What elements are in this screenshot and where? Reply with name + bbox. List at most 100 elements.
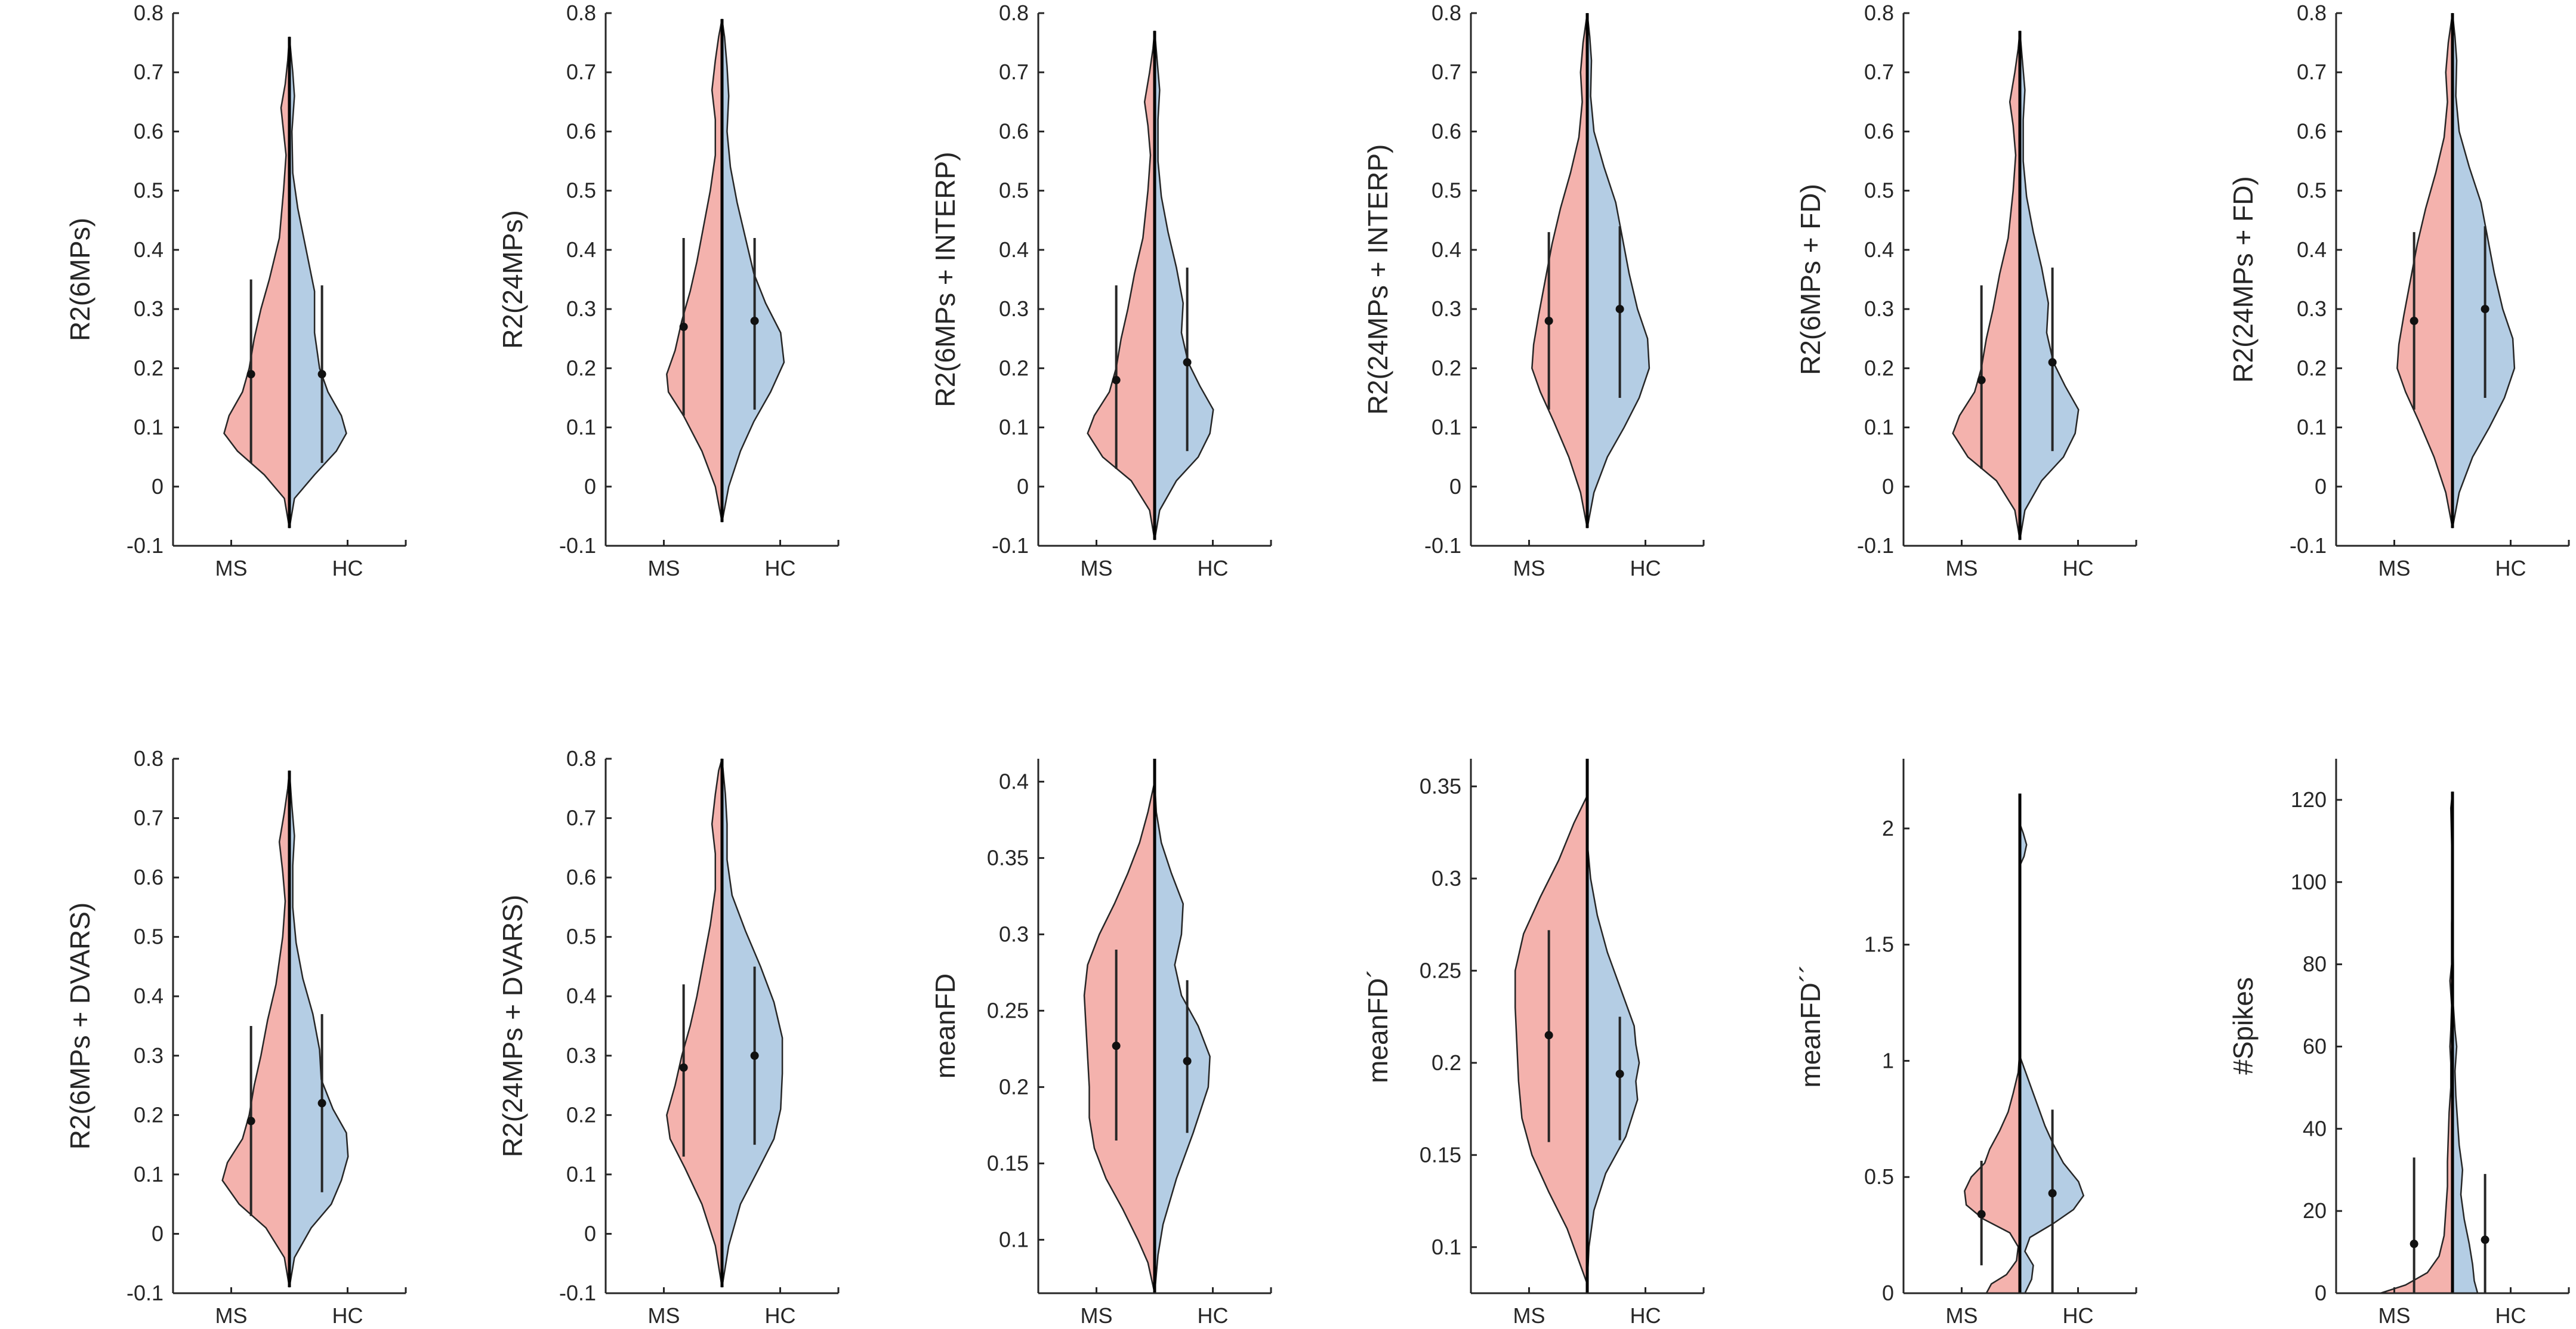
y-tick-label: 60	[2303, 1034, 2327, 1058]
y-tick-label: 0.3	[1432, 866, 1461, 891]
violin-panel-2: -0.1 0 0.1 0.2 0.3 0.4 0.5 0.6 0.7 0.8 MS HC R2(24MP…	[497, 1, 840, 580]
y-tick-label: 0.2	[566, 356, 596, 380]
y-tick-label: 0.4	[566, 984, 596, 1008]
y-tick-label: 0.1	[2297, 415, 2327, 440]
median-point-hc	[1615, 1070, 1624, 1078]
y-tick-label: 20	[2303, 1198, 2327, 1223]
y-tick-label: 0.6	[1432, 119, 1461, 143]
violin-hc-half	[2451, 792, 2479, 1294]
y-tick-label: 0.6	[134, 119, 163, 143]
x-tick-label-hc: HC	[1630, 1303, 1661, 1328]
y-tick-label: 0.5	[1864, 178, 1894, 203]
y-tick-label: 2	[1882, 816, 1894, 840]
y-tick-label: 1.5	[1864, 932, 1894, 957]
y-tick-label: 0.1	[1432, 1235, 1461, 1259]
violin-panel-4: -0.1 0 0.1 0.2 0.3 0.4 0.5 0.6 0.7 0.8 MS HC R2(24MP…	[1362, 1, 1705, 580]
y-tick-label: 0.35	[1420, 774, 1461, 798]
median-point-hc	[750, 1051, 759, 1060]
y-tick-label: -0.1	[2290, 533, 2327, 558]
y-tick-label: 0.15	[1420, 1142, 1461, 1167]
violin-ms-half	[666, 18, 723, 523]
median-point-hc	[2481, 1235, 2489, 1244]
median-point-hc	[2048, 1189, 2057, 1198]
y-tick-label: 0.3	[566, 296, 596, 321]
y-tick-label: 0.35	[987, 845, 1029, 870]
median-point-hc	[2048, 358, 2057, 367]
median-point-hc	[750, 316, 759, 325]
y-tick-label: 0.2	[2297, 356, 2327, 380]
y-tick-label: 0	[584, 1221, 596, 1245]
y-tick-label: 0.4	[134, 237, 163, 262]
median-point-hc	[317, 370, 326, 379]
y-tick-label: -0.1	[992, 533, 1029, 558]
violin-ms-half	[1964, 1049, 2021, 1294]
y-tick-label: 0.2	[566, 1102, 596, 1127]
y-tick-label: 0.6	[999, 119, 1029, 143]
y-tick-label: 0.6	[1864, 119, 1894, 143]
median-point-ms	[1112, 376, 1121, 385]
y-tick-label: 0.7	[134, 806, 163, 830]
y-tick-label: 0	[152, 1221, 163, 1245]
violin-panel-10: 0.1 0.15 0.2 0.25 0.3 0.35 MS HC meanFD´	[1362, 759, 1705, 1328]
y-axis-label: R2(24MPs + INTERP)	[1362, 144, 1393, 415]
y-tick-label: 0.25	[1420, 958, 1461, 982]
violin-ms-half	[1952, 30, 2021, 540]
median-point-hc	[1183, 358, 1192, 367]
y-tick-label: 0.1	[999, 415, 1029, 440]
y-tick-label: 0	[1449, 474, 1461, 499]
x-tick-label-hc: HC	[1198, 1303, 1229, 1328]
median-point-hc	[317, 1099, 326, 1108]
median-point-ms	[1544, 316, 1553, 325]
y-tick-label: 0.1	[999, 1227, 1029, 1251]
x-tick-label-hc: HC	[2063, 1303, 2094, 1328]
y-axis-label: meanFD´	[1362, 969, 1393, 1083]
x-tick-label-hc: HC	[765, 1303, 796, 1328]
y-tick-label: 0.15	[987, 1151, 1029, 1175]
violin-hc-half	[1153, 30, 1214, 540]
y-tick-label: 0	[1882, 474, 1894, 499]
y-tick-label: 0.4	[134, 984, 163, 1008]
x-tick-label-ms: MS	[1513, 1303, 1545, 1328]
violin-panel-8: -0.1 0 0.1 0.2 0.3 0.4 0.5 0.6 0.7 0.8 MS HC R2(24MP…	[497, 746, 840, 1328]
violin-panel-7: -0.1 0 0.1 0.2 0.3 0.4 0.5 0.6 0.7 0.8 MS HC R2(6MPs…	[64, 746, 407, 1328]
y-tick-label: 0.8	[566, 1, 596, 25]
violin-panel-5: -0.1 0 0.1 0.2 0.3 0.4 0.5 0.6 0.7 0.8 MS HC R2(6MPs…	[1795, 1, 2137, 580]
y-tick-label: 0.2	[1864, 356, 1894, 380]
violin-ms-half	[666, 758, 723, 1288]
violin-ms-half	[1514, 795, 1588, 1284]
y-tick-label: 1	[1882, 1048, 1894, 1073]
y-tick-label: 0.3	[999, 922, 1029, 946]
median-point-ms	[1977, 1210, 1986, 1219]
y-tick-label: 0.4	[999, 237, 1029, 262]
violin-hc-half	[721, 18, 785, 523]
y-tick-label: 0.2	[999, 356, 1029, 380]
y-tick-label: 0	[1882, 1281, 1894, 1305]
y-tick-label: 0.6	[566, 865, 596, 889]
violin-ms-half	[221, 770, 291, 1288]
median-point-ms	[1977, 376, 1986, 385]
violin-ms-half	[223, 36, 291, 528]
y-tick-label: -0.1	[559, 1281, 596, 1305]
violin-hc-half	[2451, 13, 2516, 528]
y-tick-label: 0.7	[1432, 60, 1461, 84]
violin-hc-half	[288, 770, 349, 1288]
y-tick-label: 0.6	[2297, 119, 2327, 143]
y-tick-label: 40	[2303, 1116, 2327, 1141]
y-axis-label: meanFD´´	[1795, 964, 1826, 1087]
y-tick-label: 0.4	[1432, 237, 1461, 262]
x-tick-label-hc: HC	[2063, 556, 2094, 580]
median-point-ms	[246, 370, 255, 379]
x-tick-label-ms: MS	[2378, 1303, 2411, 1328]
y-tick-label: 0.7	[566, 806, 596, 830]
y-tick-label: 0.5	[999, 178, 1029, 203]
y-tick-label: 0.2	[999, 1074, 1029, 1099]
y-tick-label: 0.5	[566, 178, 596, 203]
y-tick-label: 0.5	[134, 178, 163, 203]
median-point-hc	[1615, 305, 1624, 314]
x-tick-label-hc: HC	[2495, 556, 2526, 580]
y-tick-label: 0.2	[134, 356, 163, 380]
y-tick-label: 0.4	[1864, 237, 1894, 262]
x-tick-label-ms: MS	[215, 1303, 248, 1328]
median-point-ms	[246, 1117, 255, 1126]
